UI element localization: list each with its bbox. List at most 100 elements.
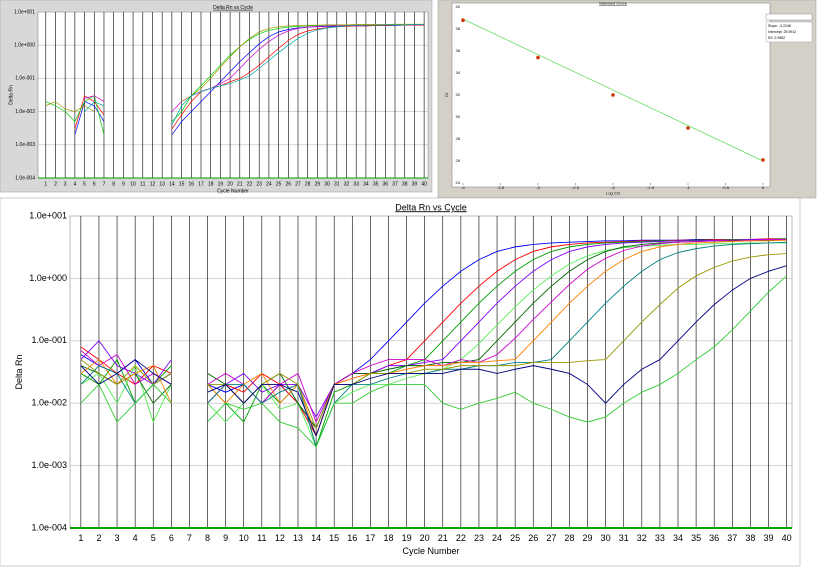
x-tick-label: 25 bbox=[276, 181, 282, 187]
x-tick-label: -1 bbox=[686, 185, 690, 190]
standard-point bbox=[686, 126, 690, 130]
y-tick-label: 1.0e-004 bbox=[15, 175, 35, 181]
x-tick-label: 17 bbox=[198, 181, 204, 187]
x-tick-label: 21 bbox=[438, 533, 448, 543]
y-tick-label: 1.0e+001 bbox=[29, 210, 67, 220]
x-tick-label: 26 bbox=[286, 181, 292, 187]
y-axis-label: Delta Rn bbox=[14, 354, 24, 389]
x-tick-label: 1 bbox=[44, 181, 47, 187]
y-tick-label: 34 bbox=[456, 70, 461, 75]
x-tick-label: 5 bbox=[83, 181, 86, 187]
x-tick-label: 6 bbox=[93, 181, 96, 187]
stat-text: R2: 0.9982 bbox=[768, 36, 785, 40]
chart-title: Delta Rn vs Cycle bbox=[213, 5, 253, 11]
x-tick-label: 14 bbox=[311, 533, 321, 543]
x-tick-label: 10 bbox=[239, 533, 249, 543]
amplification-curve bbox=[45, 23, 425, 112]
x-tick-label: 31 bbox=[334, 181, 340, 187]
x-tick-label: 38 bbox=[402, 181, 408, 187]
x-tick-label: 37 bbox=[392, 181, 398, 187]
x-tick-label: 22 bbox=[247, 181, 253, 187]
x-tick-label: 39 bbox=[412, 181, 418, 187]
x-tick-label: 29 bbox=[315, 181, 321, 187]
y-tick-label: 1.0e+000 bbox=[14, 43, 35, 49]
x-tick-label: 17 bbox=[365, 533, 375, 543]
x-tick-label: 1 bbox=[78, 533, 83, 543]
y-axis-label: Delta Rn bbox=[8, 85, 14, 105]
x-tick-label: 13 bbox=[159, 181, 165, 187]
x-axis-label: Log CO bbox=[606, 190, 620, 195]
y-tick-label: 1.0e+001 bbox=[14, 9, 35, 15]
y-tick-label: 1.0e+000 bbox=[29, 273, 67, 283]
x-tick-label: 40 bbox=[421, 181, 427, 187]
x-tick-label: 37 bbox=[727, 533, 737, 543]
x-tick-label: 4 bbox=[133, 533, 138, 543]
x-tick-label: -2 bbox=[611, 185, 615, 190]
amplification-curve bbox=[80, 265, 787, 438]
x-tick-label: 2 bbox=[96, 533, 101, 543]
x-tick-label: 18 bbox=[208, 181, 214, 187]
detector-select[interactable] bbox=[765, 13, 813, 21]
y-tick-label: 1.0e-003 bbox=[31, 460, 67, 470]
x-tick-label: 30 bbox=[601, 533, 611, 543]
y-tick-label: 1.0e-001 bbox=[15, 76, 35, 82]
y-tick-label: 1.0e-003 bbox=[15, 142, 35, 148]
x-tick-label: 24 bbox=[492, 533, 502, 543]
x-tick-label: -3 bbox=[536, 185, 540, 190]
y-tick-label: 1.0e-002 bbox=[31, 398, 67, 408]
x-tick-label: 38 bbox=[745, 533, 755, 543]
y-tick-label: 30 bbox=[456, 114, 461, 119]
x-tick-label: 15 bbox=[179, 181, 185, 187]
x-tick-label: 8 bbox=[205, 533, 210, 543]
x-tick-label: 33 bbox=[655, 533, 665, 543]
plot-area bbox=[37, 11, 429, 179]
x-axis-label: Cycle Number bbox=[217, 188, 249, 194]
y-tick-label: 26 bbox=[456, 158, 461, 163]
x-tick-label: 7 bbox=[103, 181, 106, 187]
x-tick-label: 13 bbox=[293, 533, 303, 543]
x-axis-label: Cycle Number bbox=[402, 546, 459, 556]
standard-point bbox=[761, 158, 765, 162]
x-tick-label: 5 bbox=[151, 533, 156, 543]
x-tick-label: 10 bbox=[130, 181, 136, 187]
y-tick-label: 38 bbox=[456, 26, 461, 31]
x-tick-label: 23 bbox=[474, 533, 484, 543]
x-tick-label: 3 bbox=[64, 181, 67, 187]
x-tick-label: 35 bbox=[373, 181, 379, 187]
x-tick-label: 9 bbox=[223, 533, 228, 543]
standard-point bbox=[611, 93, 615, 97]
x-tick-label: 32 bbox=[344, 181, 350, 187]
amplification-curve bbox=[80, 275, 787, 448]
stat-text: Slope: -3.2248 bbox=[768, 24, 791, 28]
stats-box bbox=[765, 21, 813, 43]
x-tick-label: 40 bbox=[782, 533, 792, 543]
x-tick-label: 23 bbox=[256, 181, 262, 187]
x-tick-label: 39 bbox=[763, 533, 773, 543]
y-tick-label: 1.0e-004 bbox=[31, 522, 67, 532]
x-tick-label: 6 bbox=[169, 533, 174, 543]
amplification-curve bbox=[80, 239, 787, 438]
y-tick-label: 40 bbox=[456, 4, 461, 9]
x-tick-label: -2.5 bbox=[572, 185, 580, 190]
fit-line bbox=[462, 18, 764, 162]
amplification-curve bbox=[80, 253, 787, 430]
x-tick-label: 24 bbox=[266, 181, 272, 187]
x-tick-label: 7 bbox=[187, 533, 192, 543]
x-tick-label: 30 bbox=[324, 181, 330, 187]
x-tick-label: 16 bbox=[347, 533, 357, 543]
x-tick-label: 16 bbox=[189, 181, 195, 187]
chart-title: Standard Curve bbox=[599, 0, 628, 5]
x-tick-label: 21 bbox=[237, 181, 243, 187]
x-tick-label: 14 bbox=[169, 181, 175, 187]
x-tick-label: 36 bbox=[383, 181, 389, 187]
x-tick-label: 36 bbox=[709, 533, 719, 543]
x-tick-label: 29 bbox=[583, 533, 593, 543]
x-tick-label: 20 bbox=[227, 181, 233, 187]
x-tick-label: 27 bbox=[546, 533, 556, 543]
amplification-curve bbox=[80, 242, 787, 448]
x-tick-label: 25 bbox=[510, 533, 520, 543]
x-tick-label: 26 bbox=[528, 533, 538, 543]
y-tick-label: 1.0e-002 bbox=[15, 109, 35, 115]
y-tick-label: 36 bbox=[456, 48, 461, 53]
